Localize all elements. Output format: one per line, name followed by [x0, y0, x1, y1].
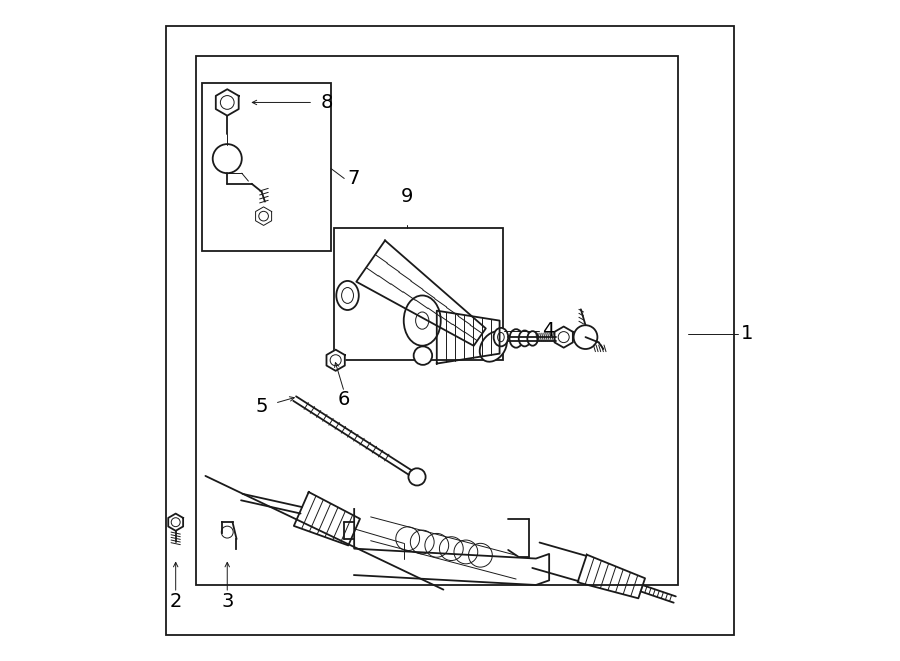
Text: 5: 5 [256, 397, 268, 416]
Text: 2: 2 [169, 592, 182, 611]
Bar [334, 228, 503, 360]
Text: 9: 9 [400, 187, 413, 206]
Polygon shape [216, 89, 239, 116]
Ellipse shape [509, 329, 523, 348]
Ellipse shape [480, 331, 507, 362]
Circle shape [212, 144, 242, 173]
Polygon shape [327, 350, 345, 371]
Text: 6: 6 [338, 391, 350, 409]
Ellipse shape [527, 331, 538, 346]
Polygon shape [256, 207, 272, 225]
Text: 4: 4 [543, 321, 555, 340]
Polygon shape [554, 327, 573, 348]
Bar [202, 83, 331, 251]
Bar [195, 56, 678, 585]
Ellipse shape [337, 281, 359, 310]
Circle shape [573, 325, 598, 349]
Bar [166, 26, 734, 635]
Text: 1: 1 [741, 325, 753, 343]
Polygon shape [168, 514, 183, 531]
Circle shape [409, 468, 426, 485]
Ellipse shape [404, 295, 441, 346]
Circle shape [414, 346, 432, 365]
Ellipse shape [493, 328, 508, 346]
Text: 3: 3 [221, 592, 233, 611]
Text: 7: 7 [347, 169, 360, 188]
Ellipse shape [518, 330, 531, 346]
Text: 8: 8 [321, 93, 334, 112]
